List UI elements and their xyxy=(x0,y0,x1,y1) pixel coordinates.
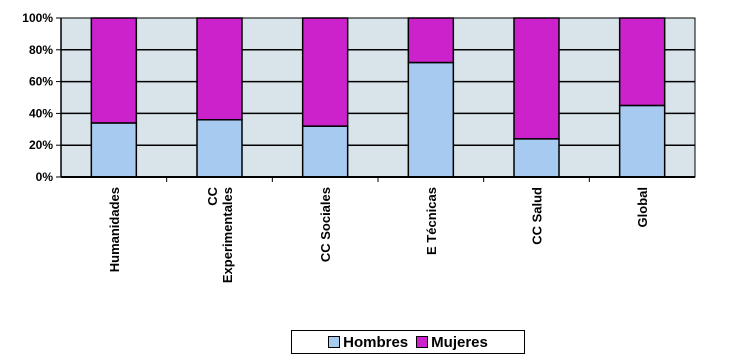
y-tick-label: 20% xyxy=(29,138,53,152)
x-tick-label: Humanidades xyxy=(107,187,122,272)
bar-hombres-1 xyxy=(196,119,243,178)
bar-mujeres-3 xyxy=(407,17,455,64)
x-tick-label-line: Experimentales xyxy=(220,187,235,283)
y-tick-label: 40% xyxy=(29,106,53,120)
x-tick-label: E Técnicas xyxy=(424,187,439,255)
x-tick-label-line: Global xyxy=(635,187,650,227)
y-tick-label: 0% xyxy=(36,170,54,184)
legend-swatch xyxy=(328,336,341,348)
bar-hombres-0 xyxy=(90,122,138,178)
legend-swatch xyxy=(416,336,429,348)
bar-hombres-2 xyxy=(301,125,349,178)
bar-mujeres-5 xyxy=(618,17,666,107)
legend-item-hombres: Hombres xyxy=(328,334,408,351)
bars xyxy=(90,17,666,178)
bar-mujeres-4 xyxy=(513,17,560,140)
gridlines xyxy=(61,49,695,146)
legend-item-mujeres: Mujeres xyxy=(416,334,488,351)
bar-hombres-4 xyxy=(513,138,560,178)
y-tick-label: 60% xyxy=(29,75,53,89)
x-tick-label: CC Salud xyxy=(530,187,545,245)
legend-label: Hombres xyxy=(343,333,409,351)
plot-area xyxy=(60,17,696,178)
y-tick-label: 80% xyxy=(29,43,53,57)
x-tick-label-line: Humanidades xyxy=(107,187,122,272)
bar-mujeres-1 xyxy=(196,17,243,121)
y-axis: 0% 20% 40% 60% 80% 100% xyxy=(22,11,62,184)
bar-hombres-5 xyxy=(618,104,666,178)
bar-mujeres-2 xyxy=(301,17,349,127)
x-tick-label: CC Sociales xyxy=(318,187,333,262)
x-tick-label: Global xyxy=(635,187,650,227)
x-tick-label-line: CC Salud xyxy=(530,187,545,245)
x-tick-label-line: E Técnicas xyxy=(424,187,439,255)
x-tick-label-line: CC xyxy=(205,186,220,205)
bar-mujeres-0 xyxy=(90,17,138,124)
legend-label: Mujeres xyxy=(431,333,488,351)
bar-hombres-3 xyxy=(407,61,455,178)
legend: Hombres Mujeres xyxy=(291,330,525,354)
y-tick-label: 100% xyxy=(22,11,53,25)
x-tick-label: CC Experimentales xyxy=(205,186,235,283)
x-tick-label-line: CC Sociales xyxy=(318,187,333,262)
x-axis: Humanidades CC Experimentales CC Sociales E … xyxy=(61,176,695,283)
